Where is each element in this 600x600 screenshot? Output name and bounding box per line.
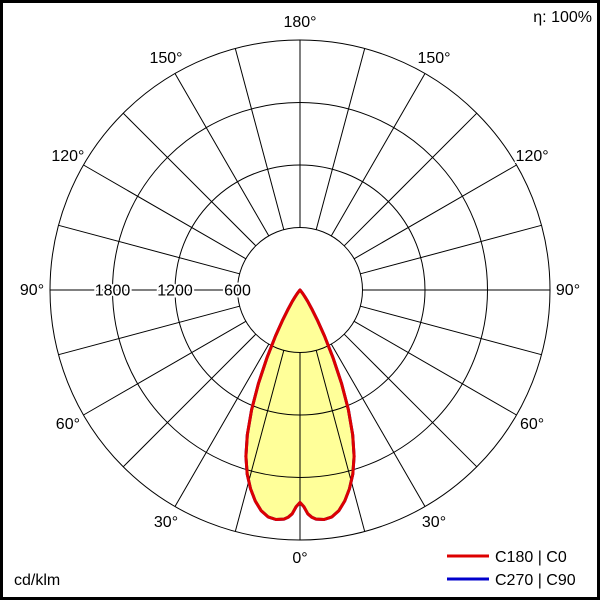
grid-spoke: [122, 112, 257, 247]
angle-label: 180°: [283, 14, 316, 31]
angle-label: 0°: [292, 550, 307, 567]
grid-spoke: [360, 224, 542, 275]
grid-spoke: [353, 320, 517, 416]
angle-label: 30°: [422, 514, 446, 531]
grid-spoke: [315, 350, 366, 532]
legend: C180 | C0 C270 | C90: [447, 549, 576, 589]
angle-label: 150°: [417, 50, 450, 67]
grid-spoke: [353, 164, 517, 260]
angle-label: 30°: [154, 514, 178, 531]
legend-label-c180-c0: C180 | C0: [495, 549, 567, 566]
grid-spoke: [174, 343, 270, 507]
ring-label: 1200: [157, 283, 193, 300]
grid-spoke: [330, 343, 426, 507]
angle-label: 60°: [520, 416, 544, 433]
legend-label-c270-c90: C270 | C90: [495, 572, 576, 589]
grid-spoke: [122, 333, 257, 468]
angle-label: 120°: [516, 148, 549, 165]
grid-spoke: [58, 305, 240, 356]
angle-label: 90°: [20, 282, 44, 299]
grid-spoke: [360, 305, 542, 356]
curve-c180-c0: [244, 288, 356, 521]
grid-spoke: [83, 164, 247, 260]
grid-spoke: [234, 48, 285, 230]
efficiency-label: η: 100%: [533, 9, 592, 26]
unit-label: cd/klm: [14, 572, 60, 589]
grid-spoke: [83, 320, 247, 416]
chart-layer: 1800 1200 600 0° 30° 30° 60° 60° 90° 90° 120° 120° 1…: [18, 12, 582, 569]
angle-label: 60°: [56, 416, 80, 433]
grid-spoke: [315, 48, 366, 230]
ring-label: 600: [224, 283, 251, 300]
grid-spoke: [343, 333, 478, 468]
grid-spoke: [343, 112, 478, 247]
angle-label: 120°: [51, 148, 84, 165]
grid-spoke: [330, 73, 426, 237]
grid-spoke: [58, 224, 240, 275]
grid-spoke: [174, 73, 270, 237]
grid-spoke: [234, 350, 285, 532]
angle-label: 150°: [149, 50, 182, 67]
angle-label: 90°: [556, 282, 580, 299]
ring-label: 1800: [95, 283, 131, 300]
